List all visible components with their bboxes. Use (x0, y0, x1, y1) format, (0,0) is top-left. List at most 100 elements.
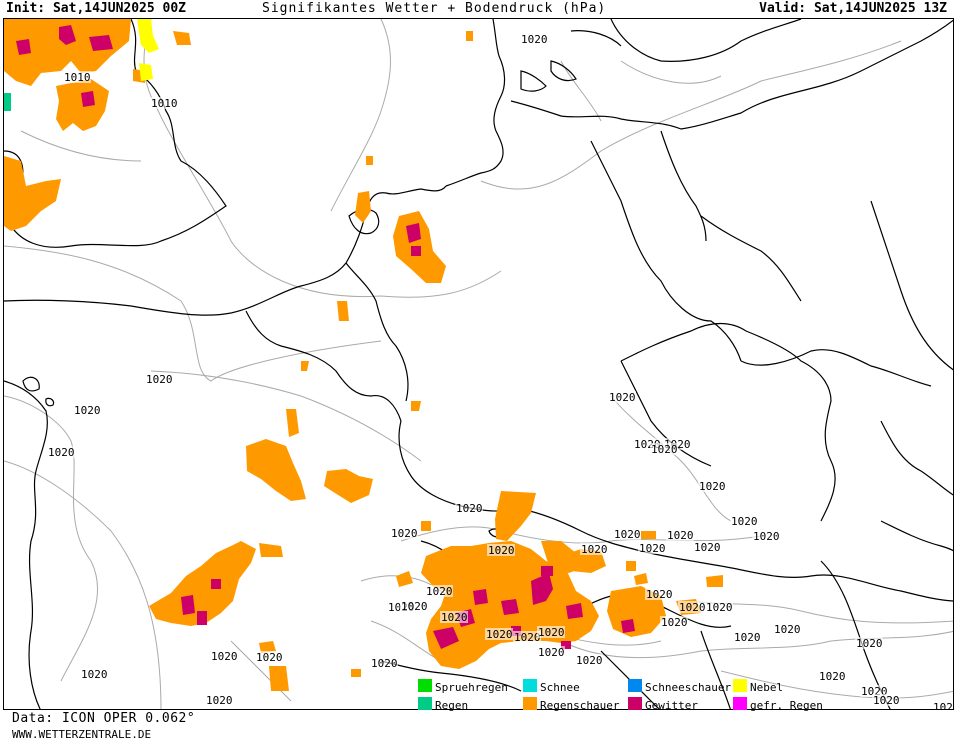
isobar-label: 1020 (401, 600, 428, 613)
isobar-label-bg (520, 33, 548, 45)
isobar-label: 1020 (667, 529, 694, 542)
legend-label-schnee: Schnee (540, 681, 580, 694)
isobar-label-bg (666, 529, 694, 541)
isobar-label-bg (855, 637, 883, 649)
isobar-label-bg (537, 626, 565, 638)
map-title: Signifikantes Wetter + Bodendruck (hPa) (262, 1, 607, 16)
isobar-label: 1020 (206, 694, 233, 707)
precipitation-areas (4, 19, 723, 691)
legend-swatch-regenschauer (523, 697, 537, 710)
isobar-label-bg (693, 541, 721, 553)
isobar-label-bg (485, 628, 513, 640)
legend-swatch-schnee (523, 679, 537, 692)
isobar-label: 1020 (639, 542, 666, 555)
isobar-label-bg (370, 657, 398, 669)
isobar-label: 1020 (521, 33, 548, 46)
isobar-label-bg (660, 616, 688, 628)
website-credit[interactable]: WWW.WETTERZENTRALE.DE (12, 728, 152, 741)
isobar-label-bg (638, 542, 666, 554)
legend-swatch-gewitter (628, 697, 642, 710)
isobar-label-bg (513, 631, 541, 643)
isobar-label: 1020 (581, 543, 608, 556)
isobar-label: 1020 (609, 391, 636, 404)
isobar-label: 1020 (873, 694, 900, 707)
legend-label-gefr-regen: gefr. Regen (750, 699, 823, 712)
isobar-label-bg (733, 631, 761, 643)
isobar-label: 1020 (81, 668, 108, 681)
isobar-label: 1020 (538, 626, 565, 639)
isobar-label-bg (575, 654, 603, 666)
isobar-label-bg (537, 646, 565, 658)
isobar-label: 1020 (426, 585, 453, 598)
legend-label-regenschauer: Regenschauer (540, 699, 620, 712)
isobar-label: 1020 (488, 544, 515, 557)
isobar-label-bg (455, 502, 483, 514)
isobar-label: 1020 (576, 654, 603, 667)
isobar-label-bg (80, 668, 108, 680)
isobar-label: 1020 (731, 515, 758, 528)
isobar-label: 1020 (706, 601, 733, 614)
isobar-label: 1020 (819, 670, 846, 683)
isobar-labels: 1010101010201020102010201020102010201020… (47, 33, 954, 710)
isobar-label-bg (818, 670, 846, 682)
isobar-label: 1020 (456, 502, 483, 515)
data-source: Data: ICON OPER 0.062° (12, 711, 196, 726)
isobar-label: 1020 (256, 651, 283, 664)
init-time: Init: Sat,14JUN2025 00Z (6, 1, 187, 16)
isobar-label-bg (613, 528, 641, 540)
isobar-label: 1020 (514, 631, 541, 644)
isobar-label-bg (63, 71, 91, 83)
isobar-label: 1020 (371, 657, 398, 670)
isobar-label: 1020 (734, 631, 761, 644)
isobar-label: 1020 (661, 616, 688, 629)
isobar-label-bg (580, 543, 608, 555)
isobar-label: 1020 (486, 628, 513, 641)
isobar-label: 1020 (699, 480, 726, 493)
legend-swatch-nebel (733, 679, 747, 692)
isobar-label-bg (698, 480, 726, 492)
isobar-label: 1020 (48, 446, 75, 459)
isobar-label: 1020 (441, 611, 468, 624)
isobar-label-bg (872, 694, 900, 706)
isobar-label: 1020 (74, 404, 101, 417)
map-canvas: 1010101010201020102010201020102010201020… (4, 19, 954, 710)
legend-swatch-schneeschauer (628, 679, 642, 692)
isobar-label: 1020 (774, 623, 801, 636)
isobar-label: 1020 (651, 443, 678, 456)
isobar-label-bg (440, 611, 468, 623)
isobar-label: 1020 (753, 530, 780, 543)
isobar-label-bg (650, 443, 678, 455)
isobar-label-bg (73, 404, 101, 416)
isobar-label-bg (752, 530, 780, 542)
isobar-lines (4, 19, 953, 709)
isobar-label-bg (390, 527, 418, 539)
legend-swatch-gefr-regen (733, 697, 747, 710)
isobar-label-bg (608, 391, 636, 403)
isobar-label: 1020 (679, 601, 706, 614)
isobar-label-bg (425, 585, 453, 597)
isobar-label: 1020 (933, 701, 954, 710)
isobar-label: 1010 (64, 71, 91, 84)
isobar-label: 1020 (614, 528, 641, 541)
isobar-label-bg (400, 600, 428, 612)
legend-swatch-spruehregen (418, 679, 432, 692)
isobar-label: 1020 (538, 646, 565, 659)
isobar-label: 1020 (694, 541, 721, 554)
isobar-label: 1020 (146, 373, 173, 386)
isobar-label: 1010 (151, 97, 178, 110)
isobar-label-bg (255, 651, 283, 663)
legend-label-gewitter: Gewitter (645, 699, 698, 712)
isobar-label-bg (487, 544, 515, 556)
isobar-label-bg (678, 601, 706, 613)
isobar-label-bg (932, 701, 953, 709)
isobar-label-bg (773, 623, 801, 635)
legend-label-spruehregen: Spruehregen (435, 681, 508, 694)
isobar-label: 1020 (211, 650, 238, 663)
isobar-label-bg (705, 601, 733, 613)
isobar-label-bg (210, 650, 238, 662)
weather-map[interactable]: 1010 1010 1020 1020 1020 1020 1020 1020 1020 1020… (3, 18, 954, 710)
isobar-label: 1020 (391, 527, 418, 540)
isobar-label-bg (145, 373, 173, 385)
isobar-label: 1020 (856, 637, 883, 650)
isobar-label-bg (205, 694, 233, 706)
